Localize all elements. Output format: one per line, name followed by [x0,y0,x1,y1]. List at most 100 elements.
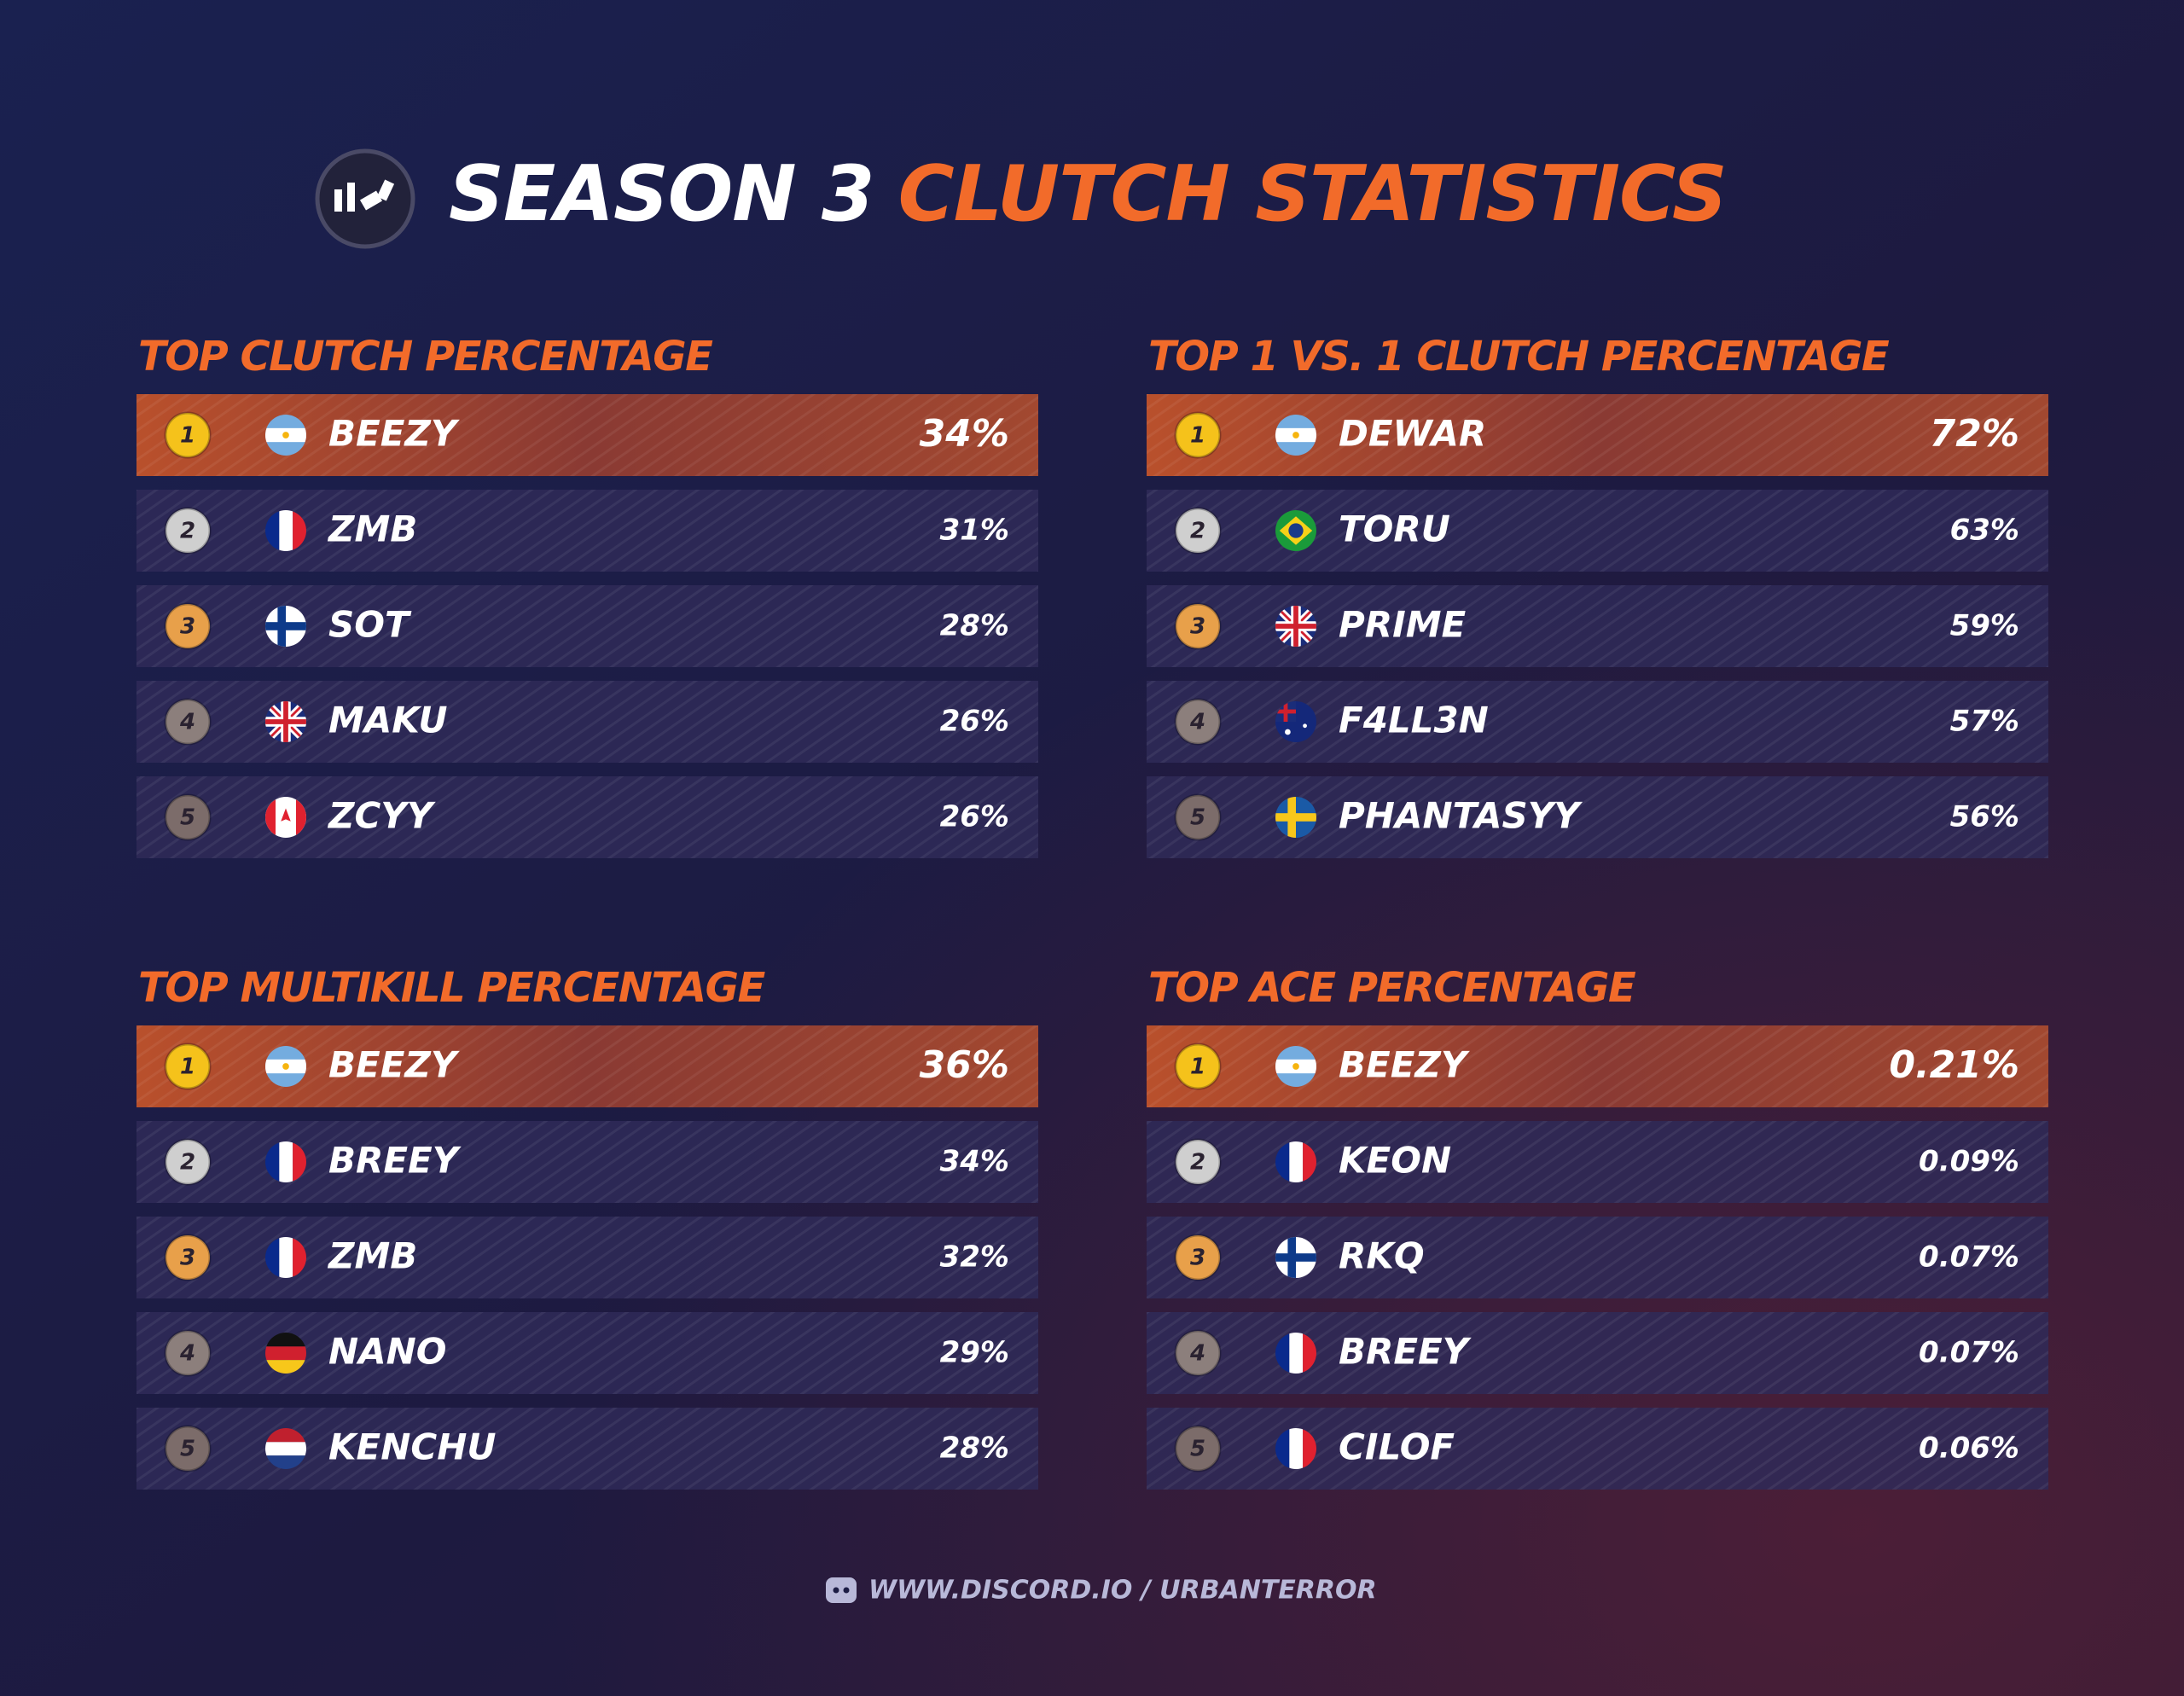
leaderboard-row: 1 BEEZY 34% [136,394,1038,476]
rank-number: 5 [180,1437,195,1462]
flag-part [1303,1428,1316,1469]
rank-badge [1174,411,1222,459]
leaderboard-row: 3 RKQ 0.07% [1147,1217,2048,1298]
player-name: ZMB [327,508,417,550]
flag-icon [1275,510,1316,551]
flag-part [265,1360,306,1374]
player-name: BREEY [1339,1331,1472,1373]
logo [315,148,415,249]
player-name: ZCYY [327,795,436,837]
flag-icon [265,1046,306,1087]
rank-badge [1174,1138,1222,1186]
section-title: TOP ACE PERCENTAGE [1148,964,1636,1012]
leaderboard-row: 2 BREEY 34% [136,1121,1038,1203]
flag-part [1303,1141,1316,1182]
stat-value: 34% [940,1145,1009,1179]
rank-badge [164,698,212,746]
flag-icon [1275,1237,1316,1278]
flag-part [265,510,280,551]
rank-badge [1174,1234,1222,1281]
flag-icon [265,415,306,456]
stat-value: 72% [1930,412,2019,456]
flag-icon [265,797,306,838]
player-name: BEEZY [1339,1044,1470,1086]
rank-number: 2 [1190,1150,1205,1176]
player-name: KENCHU [328,1426,496,1468]
flag-icon [1275,1428,1316,1469]
flag-part [1275,1141,1290,1182]
rank-badge [1174,1425,1222,1472]
rank-number: 3 [180,614,195,640]
flag-icon [1275,1046,1316,1087]
stat-value: 63% [1950,514,2019,548]
rank-number: 4 [1189,710,1205,735]
title: SEASON 3 CLUTCH STATISTICS [449,149,1727,239]
stat-value: 31% [940,514,1009,548]
section-title: TOP MULTIKILL PERCENTAGE [138,964,766,1012]
flag-icon [265,1428,306,1469]
rank-number: 4 [1189,1341,1205,1367]
leaderboard-row: 4 MAKU 26% [136,681,1038,763]
flag-part [1285,729,1291,735]
stat-value: 34% [920,412,1009,456]
rank-badge [164,1138,212,1186]
rank-badge [1174,602,1222,650]
player-name: NANO [328,1331,447,1373]
flag-part [283,701,288,742]
flag-part [265,1141,280,1182]
rank-number: 5 [1190,805,1205,831]
rank-badge [164,1043,212,1090]
leaderboard: TOP 1 VS. 1 CLUTCH PERCENTAGE 1 DEWAR 72% 2 T… [1147,333,2048,858]
stat-value: 32% [940,1240,1009,1275]
flag-icon [265,1141,306,1182]
rank-badge [1174,1329,1222,1377]
flag-part [265,1428,306,1443]
leaderboard-row: 3 SOT 28% [136,585,1038,667]
rank-badge [164,1425,212,1472]
leaderboard-row: 4 F4LL3N 57% [1147,681,2048,763]
stat-value: 26% [940,800,1009,834]
rank-badge [164,411,212,459]
flag-part [265,1333,306,1347]
rank-badge [164,1329,212,1377]
flag-part [277,606,286,647]
rank-badge [164,1234,212,1281]
rank-number: 2 [1190,519,1205,544]
flag-part [265,1237,280,1278]
flag-part [265,1442,306,1456]
stat-value: 57% [1950,705,2019,739]
section-title: TOP 1 VS. 1 CLUTCH PERCENTAGE [1148,333,1890,380]
flag-part [1289,1333,1304,1374]
flag-part [1303,723,1307,729]
leaderboard-row: 5 CILOF 0.06% [1147,1408,2048,1490]
flag-part [293,510,306,551]
stat-value: 0.09% [1919,1145,2019,1179]
leaderboard: TOP CLUTCH PERCENTAGE 1 BEEZY 34% 2 ZMB 31% 3 SO… [136,333,1038,858]
leaderboard-row: 3 PRIME 59% [1147,585,2048,667]
rank-number: 2 [180,1150,195,1176]
player-name: F4LL3N [1339,700,1489,741]
flag-icon [265,510,306,551]
stat-value: 0.07% [1919,1336,2019,1370]
flag-part [1292,432,1299,439]
stat-value: 36% [920,1043,1009,1087]
flag-part [265,1346,306,1361]
player-name: PRIME [1339,604,1467,646]
stat-value: 28% [940,609,1009,643]
leaderboard-row: 1 DEWAR 72% [1147,394,2048,476]
leaderboard: TOP MULTIKILL PERCENTAGE 1 BEEZY 36% 2 BREEY 3… [136,964,1038,1490]
player-name: BEEZY [328,1044,460,1086]
flag-part [281,808,291,822]
rank-number: 3 [1190,1246,1205,1271]
flag-icon [1275,1333,1316,1374]
player-name: KEON [1339,1140,1451,1182]
player-name: DEWAR [1339,413,1486,455]
player-name: BEEZY [328,413,460,455]
stat-value: 0.21% [1889,1043,2019,1087]
flag-part [1289,1428,1304,1469]
flag-part [1289,1141,1304,1182]
stat-value: 26% [940,705,1009,739]
leaderboard-row: 4 NANO 29% [136,1312,1038,1394]
flag-part [282,1063,289,1070]
